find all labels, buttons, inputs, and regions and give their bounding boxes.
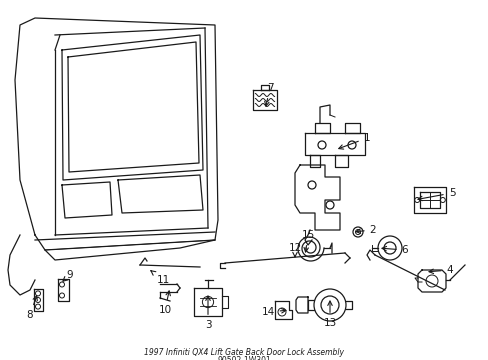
Text: 14: 14 (261, 307, 285, 317)
Text: 11: 11 (151, 271, 169, 285)
Text: 6: 6 (381, 245, 407, 255)
Text: 12: 12 (288, 243, 301, 257)
Text: 8: 8 (27, 296, 37, 320)
Text: 4: 4 (428, 265, 452, 275)
Text: 90502-1W301: 90502-1W301 (217, 356, 270, 360)
Text: 10: 10 (158, 291, 171, 315)
Text: 13: 13 (323, 301, 336, 328)
Text: 3: 3 (204, 296, 211, 330)
Text: 5: 5 (417, 188, 454, 201)
Text: 1: 1 (338, 133, 369, 149)
Text: 2: 2 (355, 225, 376, 235)
Text: 1997 Infiniti QX4 Lift Gate Back Door Lock Assembly: 1997 Infiniti QX4 Lift Gate Back Door Lo… (143, 348, 343, 357)
Text: 9: 9 (63, 270, 73, 281)
Text: 15: 15 (301, 230, 314, 252)
Text: 7: 7 (264, 83, 273, 106)
